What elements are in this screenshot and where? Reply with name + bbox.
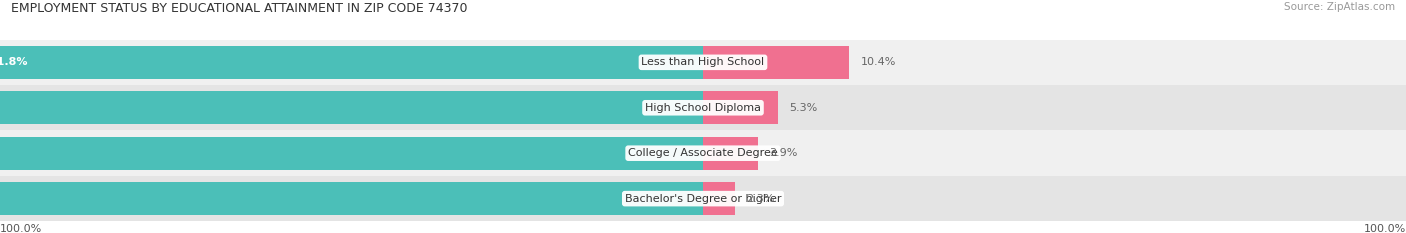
Bar	[0, 91, 703, 124]
Bar	[703, 182, 735, 215]
Bar	[0, 137, 703, 170]
Text: 51.8%: 51.8%	[0, 57, 27, 67]
Bar	[703, 137, 758, 170]
Bar	[0, 182, 703, 215]
Bar	[0, 46, 703, 79]
Bar	[703, 91, 778, 124]
Text: Source: ZipAtlas.com: Source: ZipAtlas.com	[1284, 2, 1395, 12]
Text: Bachelor's Degree or higher: Bachelor's Degree or higher	[624, 194, 782, 204]
Bar	[0, 176, 1406, 221]
Text: 2.3%: 2.3%	[747, 194, 775, 204]
Text: 3.9%: 3.9%	[769, 148, 797, 158]
Bar	[0, 85, 1406, 130]
Text: 100.0%: 100.0%	[1364, 224, 1406, 233]
Text: High School Diploma: High School Diploma	[645, 103, 761, 113]
Text: 100.0%: 100.0%	[0, 224, 42, 233]
Bar	[703, 46, 849, 79]
Text: 5.3%: 5.3%	[789, 103, 817, 113]
Text: Less than High School: Less than High School	[641, 57, 765, 67]
Bar	[0, 130, 1406, 176]
Bar	[0, 40, 1406, 85]
Text: 10.4%: 10.4%	[860, 57, 896, 67]
Text: EMPLOYMENT STATUS BY EDUCATIONAL ATTAINMENT IN ZIP CODE 74370: EMPLOYMENT STATUS BY EDUCATIONAL ATTAINM…	[11, 2, 468, 15]
Text: College / Associate Degree: College / Associate Degree	[628, 148, 778, 158]
